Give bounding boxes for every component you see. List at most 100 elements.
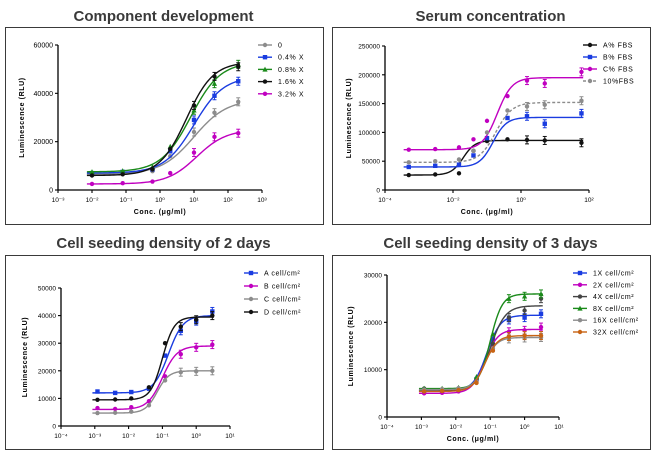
series-line <box>86 131 241 185</box>
y-tick-label: 20000 <box>38 368 56 375</box>
data-point <box>542 102 547 107</box>
legend-label: 8X cell/cm² <box>593 306 634 313</box>
data-point <box>406 147 411 152</box>
chart-svg-cell-seeding-3-days: 0 10000 20000 30000 10⁻⁴ 10⁻³ 10⁻² 10⁻¹ 10⁰ 10¹ Lu… <box>348 271 638 444</box>
data-point <box>146 403 152 408</box>
data-point <box>191 129 197 135</box>
data-point <box>456 387 461 393</box>
data-point <box>587 78 593 84</box>
data-point <box>262 42 268 48</box>
series-line <box>418 334 543 393</box>
legend-label: A% FBS <box>603 43 633 50</box>
data-point <box>191 117 197 123</box>
data-point <box>112 410 118 415</box>
data-point <box>577 282 583 287</box>
data-point <box>112 390 118 396</box>
y-tick-label: 100000 <box>358 130 380 137</box>
data-point <box>484 130 490 135</box>
series-line <box>403 101 584 164</box>
data-point <box>506 334 512 339</box>
x-tick-label: 10⁻³ <box>415 424 429 431</box>
x-tick-label: 10¹ <box>189 197 199 204</box>
data-point <box>129 405 134 410</box>
data-point <box>577 329 583 335</box>
series-line <box>92 370 215 414</box>
chart-panel-serum-concentration: Serum concentration 0 50000 100000 150000 20… <box>327 0 654 227</box>
x-tick-label: 10⁻¹ <box>484 424 498 431</box>
x-tick-label: 10¹ <box>225 433 235 440</box>
series-line <box>403 139 584 176</box>
data-point <box>129 409 134 414</box>
data-point <box>439 388 445 394</box>
y-tick-label: 20000 <box>34 139 54 146</box>
data-point <box>406 172 411 178</box>
chart-svg-serum-concentration: 0 50000 100000 150000 200000 250000 10⁻⁴ 10⁻² 10… <box>346 43 634 217</box>
x-tick-label: 10⁻⁴ <box>54 433 68 440</box>
data-point <box>587 66 593 72</box>
y-tick-label: 250000 <box>358 44 380 51</box>
legend-label: C cell/cm² <box>264 297 301 304</box>
data-point <box>433 146 438 152</box>
x-tick-label: 10⁰ <box>516 197 526 204</box>
y-tick-label: 30000 <box>38 341 56 348</box>
x-tick-label: 10² <box>584 197 594 204</box>
data-point <box>89 181 95 187</box>
data-point <box>471 153 476 158</box>
data-point <box>433 172 438 177</box>
y-tick-label: 150000 <box>358 101 380 108</box>
data-point <box>524 114 530 119</box>
data-point <box>471 137 476 142</box>
series-line <box>86 102 241 175</box>
data-point <box>95 405 100 411</box>
y-tick-label: 40000 <box>38 313 56 320</box>
data-point <box>178 369 183 375</box>
data-point <box>456 171 462 176</box>
series-line <box>403 76 584 151</box>
y-tick-label: 50000 <box>362 159 380 166</box>
y-tick-label: 0 <box>49 188 53 195</box>
data-point <box>406 160 411 165</box>
x-axis-label: Conc. (μg/ml) <box>461 209 514 216</box>
data-point <box>433 159 438 164</box>
x-tick-label: 10⁻² <box>447 197 461 204</box>
data-point <box>129 389 134 395</box>
legend-label: 2X cell/cm² <box>593 282 634 289</box>
x-tick-label: 10² <box>223 197 233 204</box>
data-point <box>168 170 173 176</box>
data-point <box>191 150 197 155</box>
y-axis-label: Luminescence (RLU) <box>348 306 355 386</box>
data-point <box>474 380 479 386</box>
data-point <box>262 55 268 60</box>
x-tick-label: 10¹ <box>554 424 564 431</box>
data-point <box>248 296 254 302</box>
data-point <box>490 348 496 353</box>
data-point <box>211 80 218 86</box>
data-point <box>129 396 134 401</box>
legend-label: 0 <box>278 43 283 50</box>
data-point <box>522 315 527 320</box>
data-point <box>505 108 510 113</box>
data-point <box>112 397 118 402</box>
y-tick-label: 20000 <box>364 320 382 327</box>
data-point <box>210 368 215 373</box>
data-point <box>168 149 173 154</box>
y-tick-label: 10000 <box>38 396 56 403</box>
data-point <box>542 121 547 126</box>
data-point <box>505 93 510 99</box>
legend-label: 1.6% X <box>278 79 304 86</box>
legend-label: 0.8% X <box>278 67 304 74</box>
y-axis-label: Luminescence (RLU) <box>19 77 26 157</box>
data-point <box>484 135 490 141</box>
data-point <box>524 78 530 83</box>
chart-title: Cell seeding density of 3 days <box>383 235 598 252</box>
data-point <box>262 91 268 97</box>
data-point <box>178 352 183 357</box>
legend-label: B cell/cm² <box>264 284 301 291</box>
data-point <box>95 410 100 416</box>
x-tick-label: 10⁻³ <box>88 433 102 440</box>
data-point <box>212 110 217 115</box>
data-point <box>524 137 530 143</box>
legend-label: A cell/cm² <box>264 271 300 278</box>
x-axis-label: Conc. (μg/ml) <box>134 209 187 216</box>
data-point <box>194 317 199 322</box>
